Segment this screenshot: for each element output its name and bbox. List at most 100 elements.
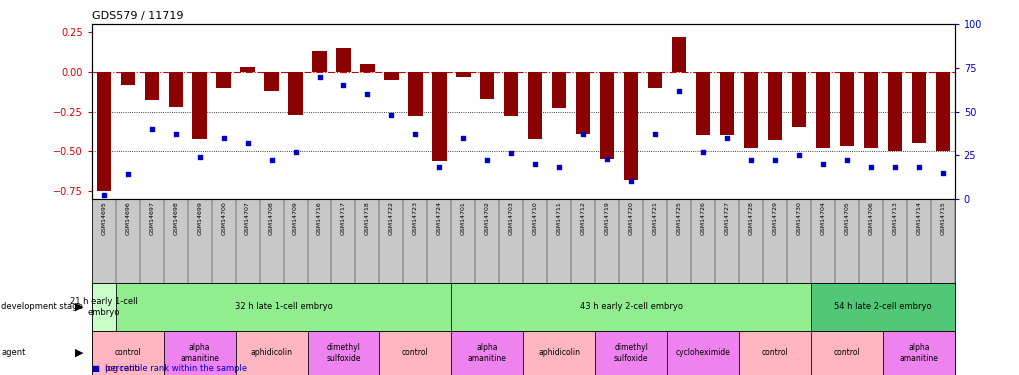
Text: GSM14705: GSM14705	[844, 201, 849, 235]
Bar	[863, 72, 877, 148]
Point	[694, 148, 710, 154]
Bar	[666, 331, 738, 375]
Text: ▶: ▶	[75, 348, 84, 358]
Bar	[810, 331, 882, 375]
Text: GSM14719: GSM14719	[604, 201, 609, 235]
Text: GSM14721: GSM14721	[652, 201, 657, 235]
Bar	[432, 72, 446, 161]
Bar	[145, 72, 159, 100]
Point	[598, 156, 614, 162]
Text: dimethyl
sulfoxide: dimethyl sulfoxide	[326, 343, 361, 363]
Bar	[887, 72, 901, 151]
Point	[671, 88, 687, 94]
Text: GSM14728: GSM14728	[748, 201, 753, 235]
Text: GSM14706: GSM14706	[867, 201, 872, 235]
Point	[431, 164, 447, 170]
Text: GSM14727: GSM14727	[723, 201, 729, 235]
Bar	[408, 72, 422, 116]
Text: GSM14699: GSM14699	[197, 201, 202, 235]
Text: control: control	[401, 348, 428, 357]
Bar	[503, 72, 518, 116]
Bar	[523, 331, 595, 375]
Text: ■  percentile rank within the sample: ■ percentile rank within the sample	[92, 354, 247, 373]
Text: GSM14711: GSM14711	[556, 201, 561, 235]
Bar	[528, 72, 542, 138]
Text: GSM14724: GSM14724	[436, 201, 441, 235]
Point	[910, 164, 926, 170]
Text: agent: agent	[1, 348, 25, 357]
Text: GSM14710: GSM14710	[532, 201, 537, 235]
Bar	[551, 72, 566, 108]
Point	[407, 131, 423, 137]
Bar	[624, 72, 638, 180]
Point	[119, 171, 136, 177]
Point	[790, 152, 806, 158]
Bar	[672, 37, 686, 72]
Bar	[92, 331, 163, 375]
Text: GSM14703: GSM14703	[508, 201, 514, 235]
Text: aphidicolin: aphidicolin	[538, 348, 580, 357]
Text: 54 h late 2-cell embryo: 54 h late 2-cell embryo	[834, 302, 930, 311]
Point	[527, 161, 543, 167]
Text: control: control	[114, 348, 141, 357]
Text: GSM14696: GSM14696	[125, 201, 130, 235]
Point	[862, 164, 878, 170]
Text: GSM14702: GSM14702	[484, 201, 489, 235]
Bar	[576, 72, 590, 134]
Text: GSM14695: GSM14695	[101, 201, 106, 235]
Text: GDS579 / 11719: GDS579 / 11719	[92, 10, 183, 21]
Bar	[451, 283, 810, 331]
Point	[814, 161, 830, 167]
Bar	[743, 72, 757, 148]
Bar	[695, 72, 709, 135]
Point	[718, 135, 735, 141]
Point	[287, 148, 304, 154]
Bar	[451, 331, 523, 375]
Text: GSM14723: GSM14723	[413, 201, 418, 235]
Text: ■  log ratio: ■ log ratio	[92, 364, 140, 373]
Bar	[934, 72, 949, 151]
Point	[383, 112, 399, 118]
Text: GSM14712: GSM14712	[580, 201, 585, 235]
Bar	[360, 64, 374, 72]
Bar	[379, 331, 450, 375]
Point	[479, 158, 495, 164]
Point	[766, 158, 783, 164]
Text: GSM14716: GSM14716	[317, 201, 322, 235]
Bar	[308, 331, 379, 375]
Bar	[120, 72, 135, 85]
Point	[575, 131, 591, 137]
Text: GSM14697: GSM14697	[149, 201, 154, 235]
Bar	[815, 72, 829, 148]
Bar	[116, 283, 451, 331]
Bar	[193, 72, 207, 138]
Point	[359, 91, 375, 97]
Point	[886, 164, 902, 170]
Point	[192, 154, 208, 160]
Bar	[312, 51, 326, 72]
Text: GSM14701: GSM14701	[461, 201, 466, 235]
Text: GSM14722: GSM14722	[388, 201, 393, 235]
Bar	[97, 72, 111, 191]
Bar	[911, 72, 925, 143]
Text: control: control	[833, 348, 859, 357]
Point	[239, 140, 256, 146]
Bar	[336, 48, 351, 72]
Bar	[719, 72, 734, 135]
Text: GSM14715: GSM14715	[940, 201, 945, 235]
Bar	[738, 331, 810, 375]
Text: 21 h early 1-cell
embryo: 21 h early 1-cell embryo	[69, 297, 138, 316]
Text: GSM14698: GSM14698	[173, 201, 178, 235]
Text: aphidicolin: aphidicolin	[251, 348, 292, 357]
Text: ▶: ▶	[75, 302, 84, 312]
Bar	[163, 331, 235, 375]
Bar	[647, 72, 661, 88]
Point	[454, 135, 471, 141]
Text: 32 h late 1-cell embryo: 32 h late 1-cell embryo	[234, 302, 332, 311]
Point	[502, 150, 519, 156]
Text: GSM14725: GSM14725	[676, 201, 681, 235]
Bar	[288, 72, 303, 115]
Text: alpha
amanitine: alpha amanitine	[468, 343, 506, 363]
Bar	[216, 72, 230, 88]
Text: GSM14704: GSM14704	[819, 201, 824, 235]
